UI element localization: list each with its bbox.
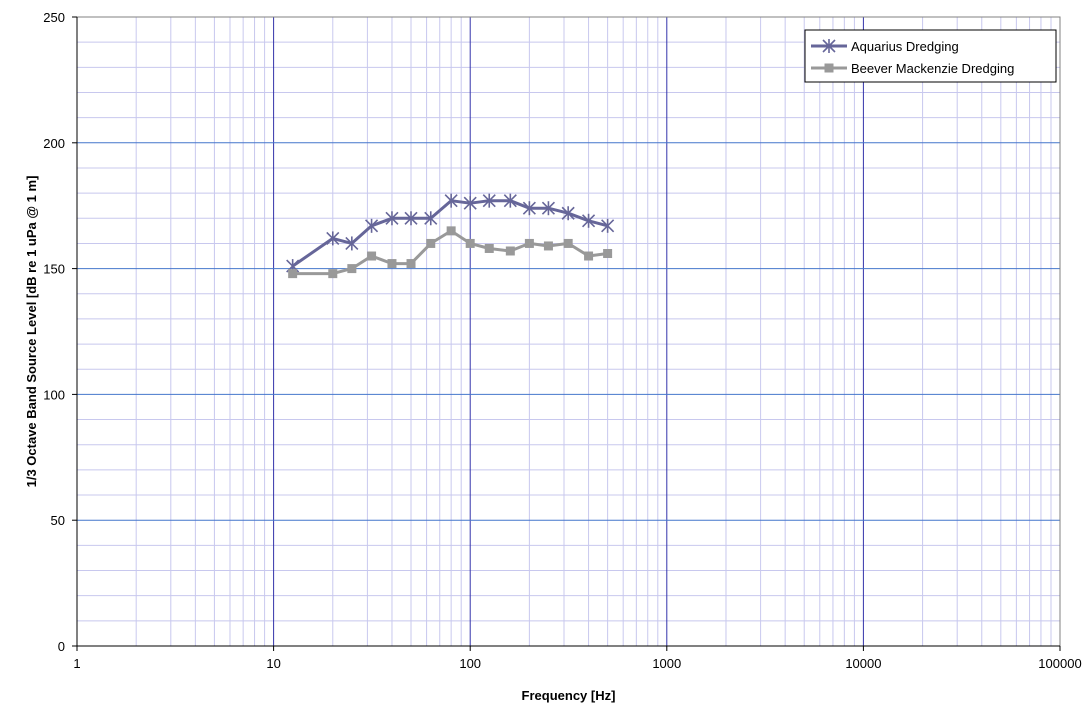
y-tick-label: 50 [51, 513, 65, 528]
data-point [347, 264, 357, 274]
data-point [484, 243, 494, 253]
x-tick-label: 100000 [1038, 656, 1081, 671]
data-point [463, 196, 477, 211]
y-tick-label: 100 [43, 387, 65, 402]
data-point [326, 231, 340, 246]
minor-grid [77, 17, 1060, 646]
data-point [603, 249, 613, 259]
data-point [404, 211, 418, 226]
data-point [584, 251, 594, 261]
data-point [387, 259, 397, 269]
data-point [444, 193, 458, 208]
series-line [292, 229, 608, 276]
data-point [581, 213, 596, 228]
x-tick-label: 100 [459, 656, 481, 671]
data-point [822, 39, 836, 53]
data-point [522, 201, 536, 216]
x-tick-label: 1 [73, 656, 80, 671]
axes [72, 16, 1061, 651]
data-point [406, 259, 416, 269]
x-tick-label: 10 [266, 656, 280, 671]
data-point [465, 238, 475, 248]
series-layer [286, 193, 615, 279]
y-axis-title: 1/3 Octave Band Source Level [dB re 1 uP… [24, 176, 39, 488]
data-point [824, 63, 834, 73]
data-point [561, 206, 575, 221]
data-point [541, 201, 556, 216]
major-grid [76, 16, 1061, 647]
data-point [505, 246, 515, 256]
data-point [482, 193, 496, 208]
data-point [446, 226, 456, 236]
data-point [503, 193, 517, 208]
y-tick-label: 200 [43, 136, 65, 151]
data-point [524, 238, 534, 248]
data-point [563, 238, 573, 248]
x-axis-title: Frequency [Hz] [522, 688, 616, 703]
y-tick-labels: 0 50 100 150 200 250 [43, 10, 65, 654]
data-point [328, 269, 338, 279]
y-tick-label: 150 [43, 262, 65, 277]
legend: Aquarius Dredging Beever Mackenzie Dredgi… [804, 29, 1057, 83]
data-point [288, 269, 298, 279]
legend-label: Aquarius Dredging [851, 39, 959, 54]
legend-box [804, 29, 1057, 83]
x-tick-labels: 1 10 100 1000 10000 100000 [73, 656, 1081, 671]
data-point [543, 241, 553, 251]
data-point [345, 236, 359, 251]
series-line [291, 199, 608, 268]
data-point [424, 211, 438, 226]
plot-area [76, 16, 1061, 647]
data-point [601, 218, 615, 233]
y-tick-label: 0 [58, 639, 65, 654]
data-point [426, 238, 436, 248]
legend-item: Beever Mackenzie Dredging [811, 61, 1014, 76]
legend-item: Aquarius Dredging [811, 39, 959, 54]
data-point [385, 211, 399, 226]
data-point [367, 251, 377, 261]
series-2 [288, 226, 613, 279]
x-tick-label: 10000 [845, 656, 881, 671]
series-1 [286, 193, 615, 274]
data-point [365, 218, 379, 233]
y-tick-label: 250 [43, 10, 65, 25]
legend-label: Beever Mackenzie Dredging [851, 61, 1014, 76]
x-tick-label: 1000 [652, 656, 681, 671]
